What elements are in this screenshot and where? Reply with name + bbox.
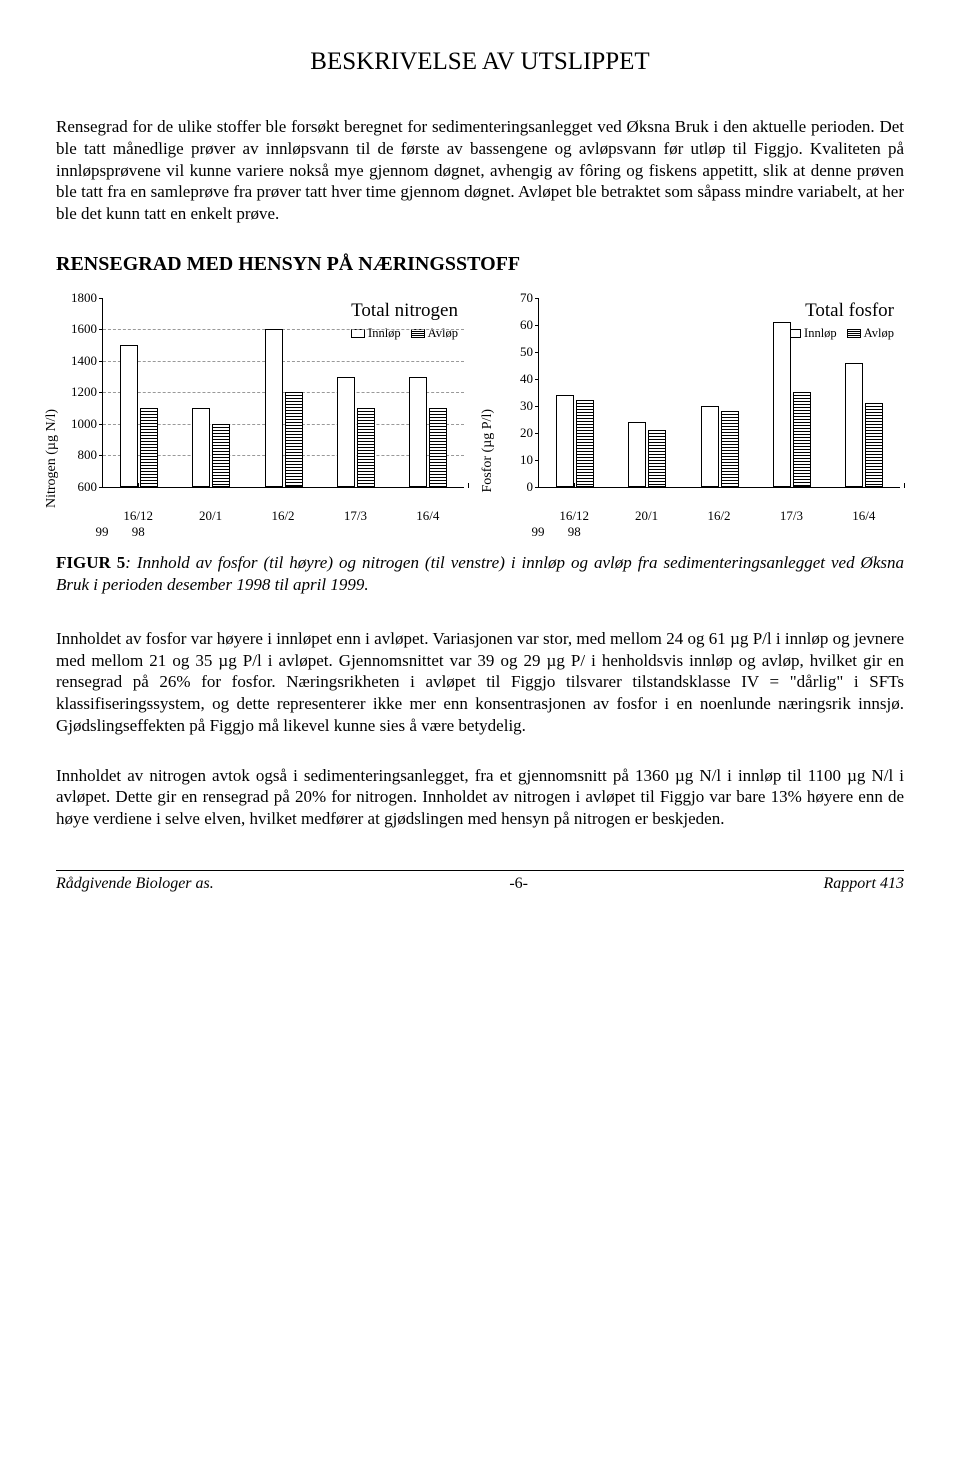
y-tick-label: 60 [499, 317, 533, 333]
y-tick-label: 1000 [63, 416, 97, 432]
figure-caption-text: : Innhold av fosfor (til høyre) og nitro… [56, 553, 904, 594]
x-tick-label: 17/3 [344, 508, 367, 524]
x-tick-label: 17/3 [780, 508, 803, 524]
x-tick-label: 16/4 [852, 508, 875, 524]
x-sub-label: 98 [132, 524, 145, 540]
legend-swatch-avlop [847, 329, 861, 338]
figure-caption-label: FIGUR 5 [56, 553, 125, 572]
fosfor-chart: Fosfor (µg P/l) Total fosfor Innløp Avlø… [492, 294, 904, 524]
bar-innlop [773, 322, 791, 487]
x-sub-label: 98 [568, 524, 581, 540]
bar-avlop [140, 408, 158, 487]
fosfor-legend: Innløp Avløp [787, 326, 894, 341]
y-tick-label: 50 [499, 344, 533, 360]
bar-innlop [701, 406, 719, 487]
legend-label-avlop: Avløp [428, 326, 458, 340]
bar-innlop [337, 377, 355, 487]
intro-paragraph: Rensegrad for de ulike stoffer ble forsø… [56, 116, 904, 225]
page-footer: Rådgivende Biologer as. -6- Rapport 413 [56, 875, 904, 893]
bar-innlop [192, 408, 210, 487]
page-title: BESKRIVELSE AV UTSLIPPET [56, 48, 904, 76]
y-tick-label: 30 [499, 398, 533, 414]
footer-rule [56, 870, 904, 871]
fosfor-ylabel: Fosfor (µg P/l) [480, 409, 496, 493]
y-tick-label: 10 [499, 452, 533, 468]
footer-left: Rådgivende Biologer as. [56, 875, 214, 893]
fosfor-paragraph: Innholdet av fosfor var høyere i innløpe… [56, 628, 904, 737]
legend-swatch-avlop [411, 329, 425, 338]
bar-innlop [120, 345, 138, 487]
y-tick-label: 40 [499, 371, 533, 387]
bar-avlop [357, 408, 375, 487]
x-tick-label: 20/1 [199, 508, 222, 524]
nitrogen-chart-title: Total nitrogen [351, 300, 458, 322]
y-tick-label: 1800 [63, 290, 97, 306]
x-tick-label: 16/2 [707, 508, 730, 524]
fosfor-chart-title: Total fosfor [805, 300, 894, 322]
x-tick-label: 20/1 [635, 508, 658, 524]
bar-innlop [409, 377, 427, 487]
footer-page-number: -6- [509, 875, 528, 893]
bar-avlop [648, 430, 666, 487]
footer-right: Rapport 413 [824, 875, 904, 893]
bar-innlop [556, 395, 574, 487]
legend-swatch-innlop [351, 329, 365, 338]
x-tick-label: 16/12 [123, 508, 153, 524]
bar-avlop [865, 403, 883, 487]
x-sub-label: 99 [532, 524, 545, 540]
y-tick-label: 600 [63, 479, 97, 495]
bar-innlop [628, 422, 646, 487]
nitrogen-ylabel: Nitrogen (µg N/l) [44, 409, 60, 508]
nitrogen-paragraph: Innholdet av nitrogen avtok også i sedim… [56, 765, 904, 830]
figure-caption: FIGUR 5: Innhold av fosfor (til høyre) o… [56, 552, 904, 596]
nitrogen-chart: Nitrogen (µg N/l) Total nitrogen Innløp … [56, 294, 468, 524]
bar-avlop [212, 424, 230, 487]
bar-avlop [429, 408, 447, 487]
x-sub-label: 99 [96, 524, 109, 540]
y-tick-label: 1600 [63, 321, 97, 337]
bar-innlop [845, 363, 863, 487]
y-tick-label: 20 [499, 425, 533, 441]
charts-row: Nitrogen (µg N/l) Total nitrogen Innløp … [56, 294, 904, 524]
legend-label-avlop: Avløp [864, 326, 894, 340]
section-heading: RENSEGRAD MED HENSYN PÅ NÆRINGSSTOFF [56, 253, 904, 276]
x-tick-label: 16/12 [559, 508, 589, 524]
y-tick-label: 1400 [63, 353, 97, 369]
y-tick-label: 70 [499, 290, 533, 306]
legend-label-innlop: Innløp [368, 326, 401, 340]
bar-avlop [721, 411, 739, 487]
legend-label-innlop: Innløp [804, 326, 837, 340]
bar-avlop [793, 392, 811, 487]
y-tick-label: 1200 [63, 384, 97, 400]
bar-avlop [576, 400, 594, 486]
nitrogen-legend: Innløp Avløp [351, 326, 458, 341]
bar-innlop [265, 329, 283, 487]
bar-avlop [285, 392, 303, 487]
y-tick-label: 0 [499, 479, 533, 495]
x-tick-label: 16/4 [416, 508, 439, 524]
x-tick-label: 16/2 [271, 508, 294, 524]
y-tick-label: 800 [63, 447, 97, 463]
